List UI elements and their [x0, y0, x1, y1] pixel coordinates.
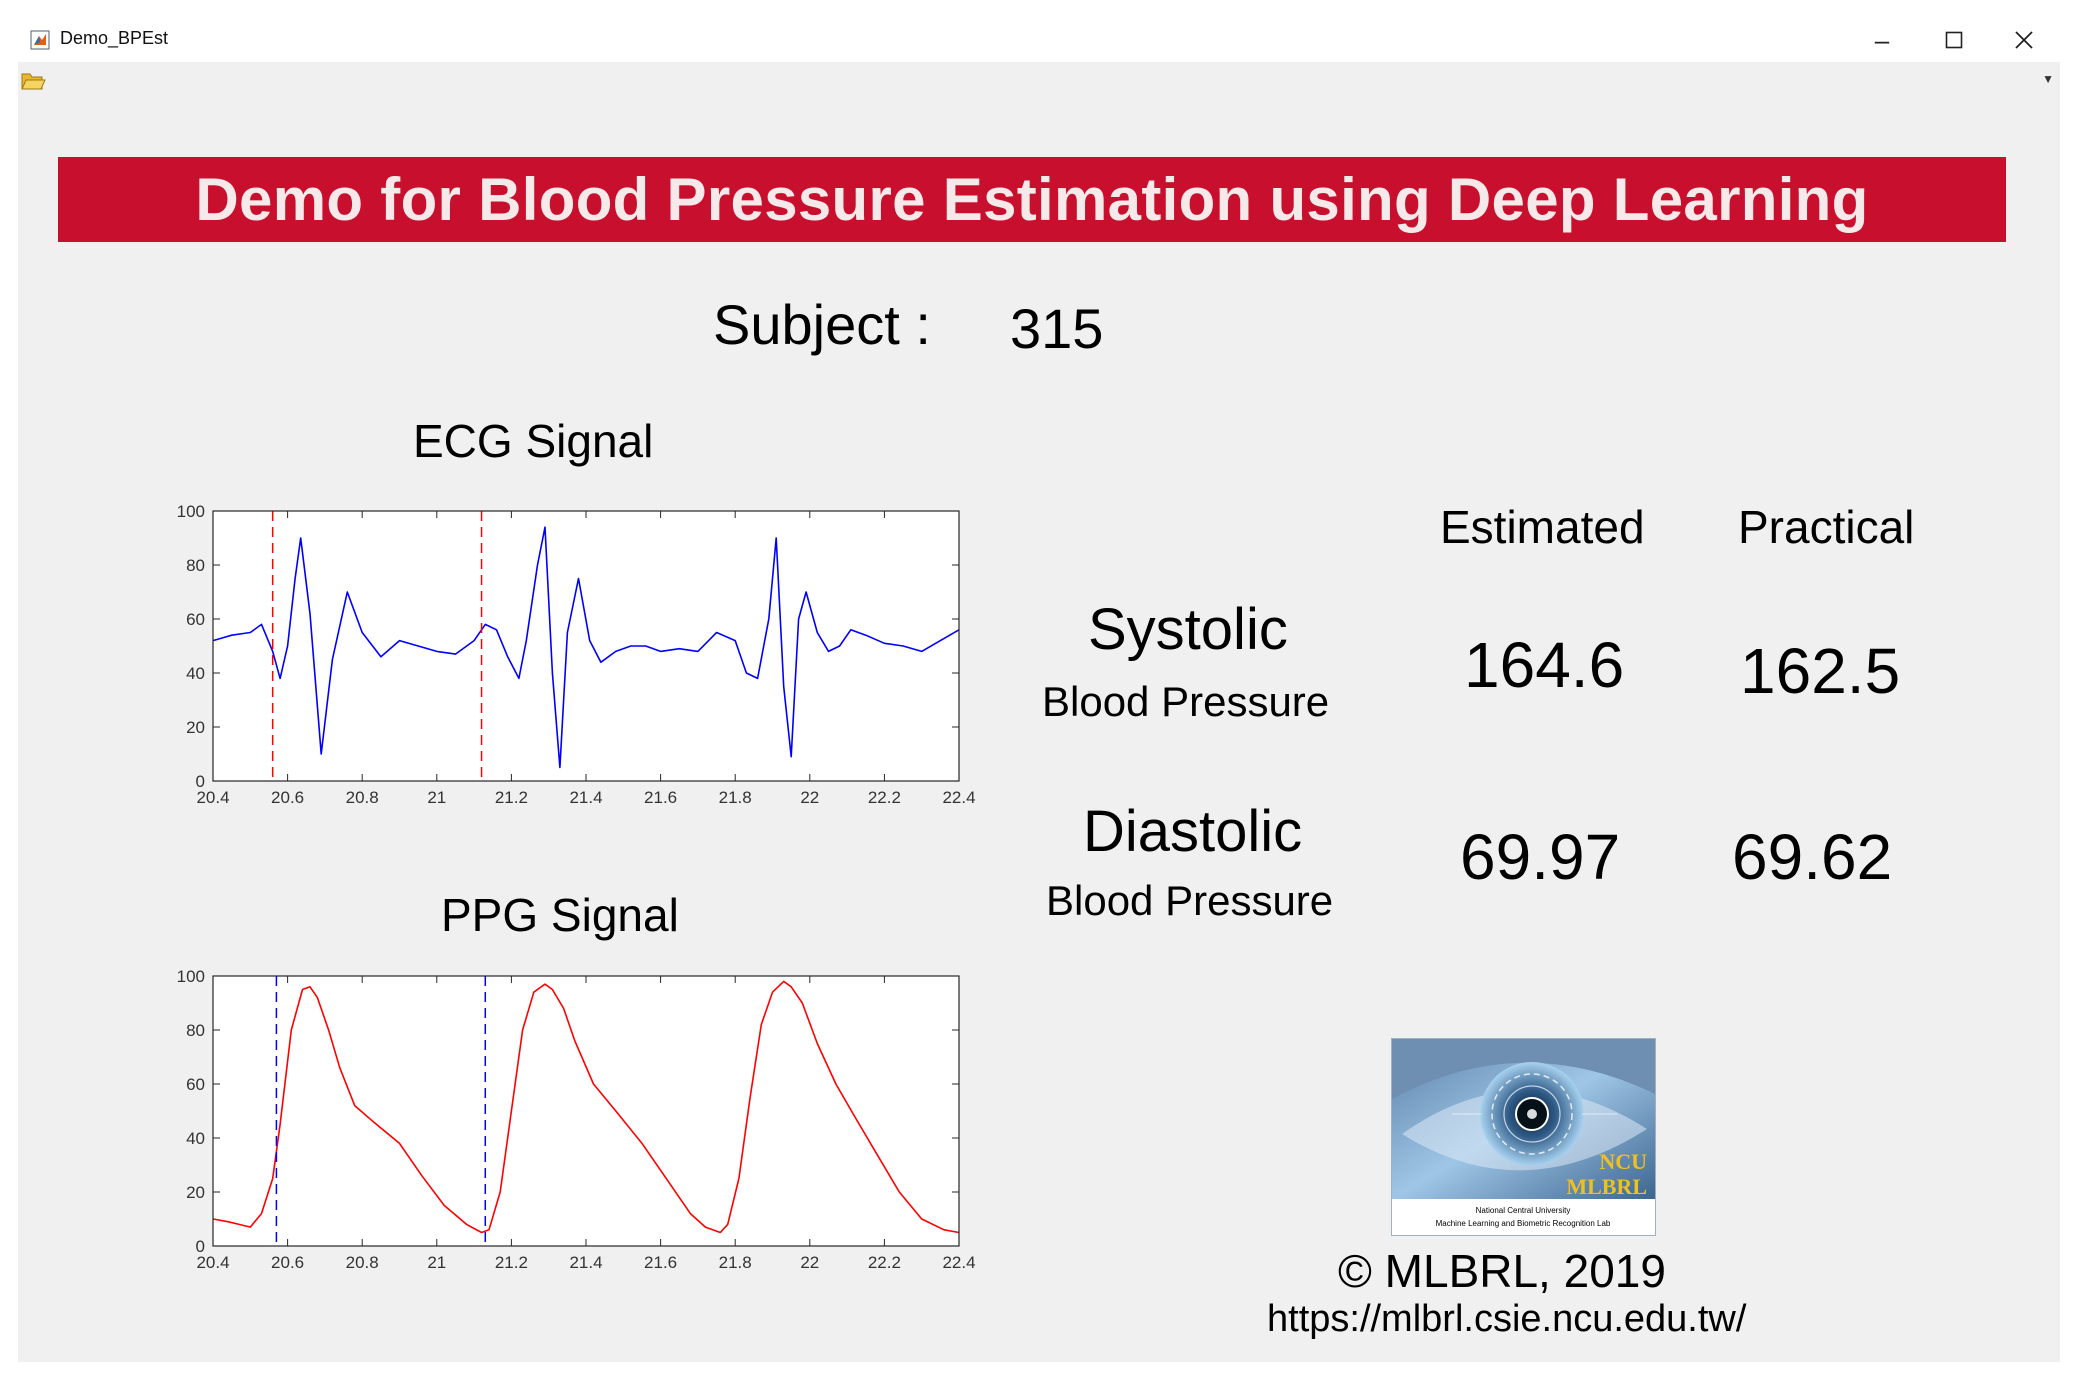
x-tick-label: 20.8 [346, 788, 379, 807]
x-tick-label: 22 [800, 788, 819, 807]
svg-text:MLBRL: MLBRL [1566, 1174, 1647, 1199]
title-bar: Demo_BPEst – [0, 0, 2079, 62]
diastolic-practical-value: 69.62 [1732, 821, 1893, 893]
open-folder-button[interactable] [20, 68, 46, 92]
y-tick-label: 100 [177, 502, 205, 521]
estimated-header: Estimated [1440, 501, 1645, 553]
y-tick-label: 40 [186, 1129, 205, 1148]
eye-logo-image: NCU MLBRL National Central University Ma… [1392, 1039, 1655, 1235]
x-tick-label: 22.4 [942, 788, 975, 807]
x-tick-label: 21.2 [495, 1253, 528, 1272]
open-folder-icon [21, 73, 46, 90]
lab-url: https://mlbrl.csie.ncu.edu.tw/ [1267, 1298, 1747, 1340]
y-tick-label: 100 [177, 967, 205, 986]
series-line [212, 980, 960, 1234]
banner: Demo for Blood Pressure Estimation using… [58, 157, 2006, 242]
diastolic-sublabel: Blood Pressure [1046, 877, 1334, 924]
systolic-sublabel: Blood Pressure [1042, 678, 1330, 725]
toolbar: ▼ [18, 62, 2060, 106]
x-tick-label: 21.4 [569, 1253, 602, 1272]
diastolic-label: Diastolic [1083, 799, 1303, 864]
x-tick-label: 21.6 [644, 788, 677, 807]
close-icon [2015, 31, 2033, 49]
x-tick-label: 20.4 [196, 788, 229, 807]
ecg-chart-title: ECG Signal [413, 415, 654, 467]
minimize-icon: – [1874, 24, 1890, 55]
svg-text:Machine Learning and Biometric: Machine Learning and Biometric Recogniti… [1436, 1219, 1611, 1228]
x-tick-label: 20.6 [271, 788, 304, 807]
diastolic-estimated-value: 69.97 [1460, 821, 1621, 893]
y-tick-label: 40 [186, 664, 205, 683]
main-figure-panel: Demo for Blood Pressure Estimation using… [18, 104, 2060, 1362]
plot-area [213, 976, 959, 1246]
y-tick-label: 0 [196, 772, 205, 791]
toolbar-expand-icon[interactable]: ▼ [2042, 72, 2054, 86]
svg-text:National Central University: National Central University [1476, 1206, 1571, 1215]
x-tick-label: 20.6 [271, 1253, 304, 1272]
x-tick-label: 21.8 [719, 788, 752, 807]
y-tick-label: 60 [186, 1075, 205, 1094]
svg-text:NCU: NCU [1599, 1149, 1647, 1174]
subject-value: 315 [1010, 297, 1104, 360]
ecg-chart: 20.4 20.6 20.8 21 21.2 21.4 21.6 21.8 22 22.2 22.4… [177, 502, 976, 807]
systolic-label: Systolic [1088, 597, 1288, 662]
x-tick-label: 21.4 [569, 788, 602, 807]
x-tick-label: 22 [800, 1253, 819, 1272]
x-tick-label: 20.4 [196, 1253, 229, 1272]
systolic-estimated-value: 164.6 [1464, 629, 1625, 701]
series-line [212, 526, 960, 769]
matlab-app-icon [30, 30, 50, 50]
close-button[interactable] [1994, 20, 2054, 60]
window-title: Demo_BPEst [60, 28, 169, 48]
mlbrl-logo: NCU MLBRL National Central University Ma… [1391, 1038, 1656, 1236]
practical-header: Practical [1738, 501, 1915, 553]
banner-title: Demo for Blood Pressure Estimation using… [195, 166, 1869, 233]
x-tick-label: 21 [427, 1253, 446, 1272]
y-tick-label: 20 [186, 718, 205, 737]
x-tick-label: 22.4 [942, 1253, 975, 1272]
y-tick-label: 20 [186, 1183, 205, 1202]
y-tick-label: 80 [186, 556, 205, 575]
systolic-practical-value: 162.5 [1740, 635, 1901, 707]
x-tick-label: 21.6 [644, 1253, 677, 1272]
y-tick-label: 0 [196, 1237, 205, 1256]
x-tick-label: 22.2 [868, 788, 901, 807]
maximize-icon [1945, 31, 1963, 49]
subject-label: Subject : [713, 293, 931, 356]
ppg-chart: 20.4 20.6 20.8 21 21.2 21.4 21.6 21.8 22 22.2 22.4… [177, 967, 976, 1272]
plot-area [213, 511, 959, 781]
x-tick-label: 21.2 [495, 788, 528, 807]
ppg-chart-title: PPG Signal [441, 889, 679, 941]
minimize-button[interactable]: – [1852, 20, 1912, 60]
y-tick-label: 80 [186, 1021, 205, 1040]
x-tick-label: 22.2 [868, 1253, 901, 1272]
x-tick-label: 21 [427, 788, 446, 807]
copyright-text: © MLBRL, 2019 [1338, 1245, 1666, 1297]
y-tick-label: 60 [186, 610, 205, 629]
x-tick-label: 21.8 [719, 1253, 752, 1272]
maximize-button[interactable] [1924, 20, 1984, 60]
x-tick-label: 20.8 [346, 1253, 379, 1272]
